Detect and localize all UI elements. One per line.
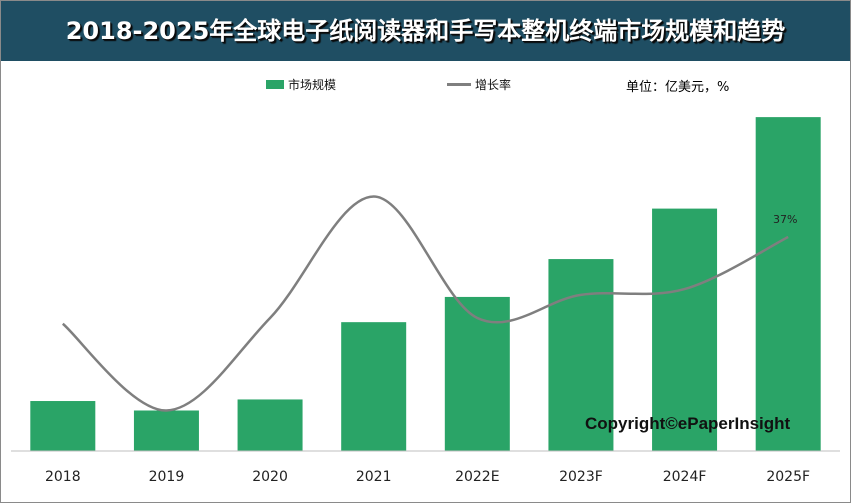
x-tick-label-2022E: 2022E: [455, 469, 499, 485]
x-tick-label-2018: 2018: [45, 469, 81, 485]
legend-swatch-bar: [266, 80, 284, 89]
legend-swatch-line: [447, 83, 471, 86]
bar-2020: [236, 398, 304, 452]
x-tick-label-2020: 2020: [252, 469, 288, 485]
growth-rate-line: [62, 195, 789, 412]
bar-2022E: [443, 295, 511, 452]
bar-2019: [132, 409, 200, 452]
bar-2023F: [547, 258, 615, 452]
x-tick-label-2023F: 2023F: [559, 469, 603, 485]
x-tick-label-2019: 2019: [149, 469, 185, 485]
data-label-2025F: 37%: [773, 213, 797, 226]
legend-label-line: 增长率: [475, 78, 512, 92]
legend-item-line: 增长率: [447, 76, 511, 93]
bar-2021: [340, 321, 408, 452]
x-tick-label-2025F: 2025F: [766, 469, 810, 485]
x-tick-label-2024F: 2024F: [663, 469, 707, 485]
legend-label-bar: 市场规模: [288, 78, 337, 92]
bar-2018: [29, 400, 97, 452]
x-tick-label-2021: 2021: [356, 469, 392, 485]
bar-2024F: [651, 207, 719, 452]
legend-item-bar: 市场规模: [266, 76, 336, 93]
unit-label: 单位：亿美元，%: [626, 80, 730, 95]
bar-2025F: [754, 116, 822, 452]
chart-title: 2018-2025年全球电子纸阅读器和手写本整机终端市场规模和趋势: [65, 17, 786, 45]
title-banner: 2018-2025年全球电子纸阅读器和手写本整机终端市场规模和趋势: [1, 1, 850, 61]
copyright-watermark: Copyright©ePaperInsight: [585, 414, 791, 433]
